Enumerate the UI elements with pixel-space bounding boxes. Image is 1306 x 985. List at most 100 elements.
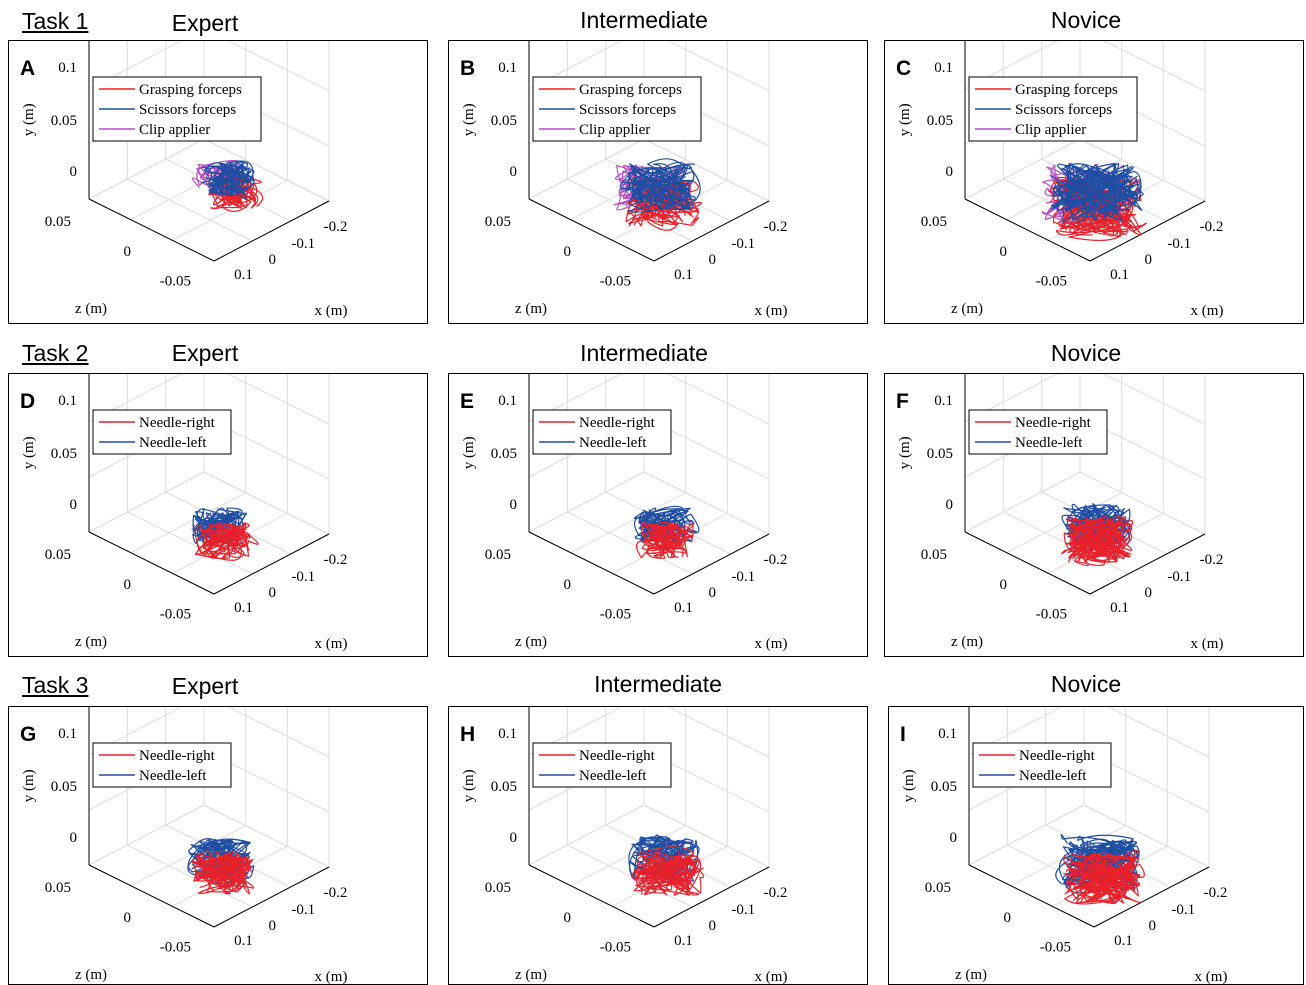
trajectory-path (631, 167, 691, 208)
z-tick-label: 0 (124, 910, 132, 926)
panel-letter: F (896, 390, 909, 413)
z-tick-label: 0.05 (485, 214, 511, 230)
legend-entry: Needle-right (1015, 415, 1092, 431)
trajectory-path (637, 846, 695, 896)
x-tick-label: 0.1 (1110, 267, 1129, 283)
x-tick-label: -0.1 (291, 236, 315, 252)
y-tick-label: 0.05 (927, 113, 953, 129)
gridlines (88, 707, 330, 928)
title-task2-expert: Expert (171, 340, 239, 366)
y-tick-label: 0 (950, 830, 958, 846)
trajectory-path (209, 166, 239, 195)
y-axis-label: y (m) (21, 436, 37, 469)
x-tick-label: -0.2 (764, 219, 788, 235)
x-tick-label: 0.1 (674, 933, 693, 949)
x-tick-label: -0.2 (1200, 552, 1224, 568)
y-tick-label: 0.05 (491, 113, 517, 129)
legend-entry: Grasping forceps (579, 82, 682, 98)
trajectory-path (1056, 163, 1134, 205)
x-tick-label: 0.1 (674, 267, 693, 283)
title-task1-expert: Expert (171, 10, 239, 36)
title-task3-expert: Expert (171, 673, 239, 699)
y-tick-label: 0 (510, 497, 518, 513)
axes (964, 374, 1206, 595)
trajectory-series (201, 160, 255, 200)
panel-C: C 0.1 0.05 0 y (m) 0.05 0 -0.05 z (m) 0.1 0 -0.1 -0.… (884, 40, 1304, 324)
x-axis-label: x (m) (315, 969, 348, 984)
trajectory-path (202, 528, 259, 550)
legend-entry: Scissors forceps (1015, 102, 1112, 118)
z-tick-label: 0 (124, 577, 132, 593)
legend-entry: Needle-right (579, 415, 656, 431)
task-1-label: Task 1 (22, 8, 89, 34)
trajectory-path (634, 854, 697, 895)
z-axis-label: z (m) (955, 967, 987, 983)
trajectory-path (653, 523, 678, 559)
x-tick-label: -0.1 (731, 236, 755, 252)
x-tick-label: -0.2 (1204, 885, 1228, 901)
legend-entry: Clip applier (579, 122, 650, 138)
trajectory-plot-3d: 0.1 0.05 0 y (m) 0.05 0 -0.05 z (m) 0.1 0 -0.1 -0.2… (461, 707, 787, 984)
trajectory-path (196, 855, 251, 890)
trajectory-path (1074, 517, 1126, 567)
axes (964, 41, 1206, 262)
y-tick-label: 0.1 (58, 393, 77, 409)
x-tick-label: -0.2 (324, 219, 348, 235)
trajectory-path (1079, 518, 1133, 560)
trajectory-path (1065, 854, 1138, 902)
trajectory-plot-3d: 0.1 0.05 0 y (m) 0.05 0 -0.05 z (m) 0.1 0 -0.1 -0.2… (21, 707, 348, 984)
x-axis-label: x (m) (315, 303, 348, 319)
y-tick-label: 0 (70, 164, 78, 180)
z-tick-label: -0.05 (600, 274, 631, 290)
title-task2-novice: Novice (1050, 340, 1122, 366)
y-tick-label: 0.05 (927, 446, 953, 462)
x-tick-label: -0.1 (731, 569, 755, 585)
z-tick-label: -0.05 (600, 607, 631, 623)
y-tick-label: 0 (946, 164, 954, 180)
y-axis-label: y (m) (897, 103, 913, 136)
x-tick-label: -0.1 (1171, 902, 1195, 918)
trajectory-path (1066, 524, 1131, 562)
trajectory-path (1069, 838, 1135, 877)
legend-entry: Needle-left (139, 435, 207, 451)
panel-letter: G (20, 723, 37, 746)
panel-I: I 0.1 0.05 0 y (m) 0.05 0 -0.05 z (m) 0.1 0 -0.1 -0.… (888, 706, 1304, 985)
z-tick-label: -0.05 (160, 274, 191, 290)
y-axis-label: y (m) (897, 436, 913, 469)
x-tick-label: -0.2 (764, 552, 788, 568)
legend: Needle-right Needle-left (968, 409, 1108, 455)
gridlines (88, 41, 330, 262)
trajectory-path (1092, 516, 1133, 561)
trajectory-path (1073, 855, 1141, 904)
trajectory-path (641, 522, 671, 552)
trajectory-path (631, 838, 700, 875)
y-tick-label: 0.05 (491, 779, 517, 795)
x-axis-label: x (m) (1191, 303, 1224, 319)
trajectory-path (1089, 175, 1143, 212)
x-tick-label: 0 (709, 252, 717, 268)
y-tick-label: 0.1 (58, 726, 77, 742)
z-tick-label: -0.05 (1036, 607, 1067, 623)
trajectory-path (205, 163, 254, 193)
panel-D: D 0.1 0.05 0 y (m) 0.05 0 -0.05 z (m) 0.1 0 -0.1 -0.… (8, 373, 428, 657)
trajectory-path (1067, 503, 1118, 539)
z-axis-label: z (m) (515, 967, 547, 983)
z-axis-label: z (m) (75, 301, 107, 317)
x-tick-label: -0.1 (291, 902, 315, 918)
z-tick-label: 0 (564, 244, 572, 260)
x-tick-label: -0.2 (1200, 219, 1224, 235)
x-tick-label: 0 (1145, 585, 1153, 601)
panel-letter: B (460, 57, 476, 80)
trajectory-plot-3d: 0.1 0.05 0 y (m) 0.05 0 -0.05 z (m) 0.1 0 -0.1 -0.2… (901, 707, 1228, 984)
z-axis-label: z (m) (951, 301, 983, 317)
panel-letter: I (900, 723, 906, 746)
axes (528, 41, 770, 262)
x-tick-label: -0.2 (324, 552, 348, 568)
y-tick-label: 0.1 (498, 393, 517, 409)
legend: Needle-right Needle-left (532, 409, 672, 455)
trajectory-path (1067, 517, 1126, 554)
panel-G: G 0.1 0.05 0 y (m) 0.05 0 -0.05 z (m) 0.1 0 -0.1 -0.… (8, 706, 428, 985)
trajectory-path (1081, 849, 1141, 890)
gridlines (964, 41, 1206, 262)
task-3-label: Task 3 (22, 672, 89, 698)
